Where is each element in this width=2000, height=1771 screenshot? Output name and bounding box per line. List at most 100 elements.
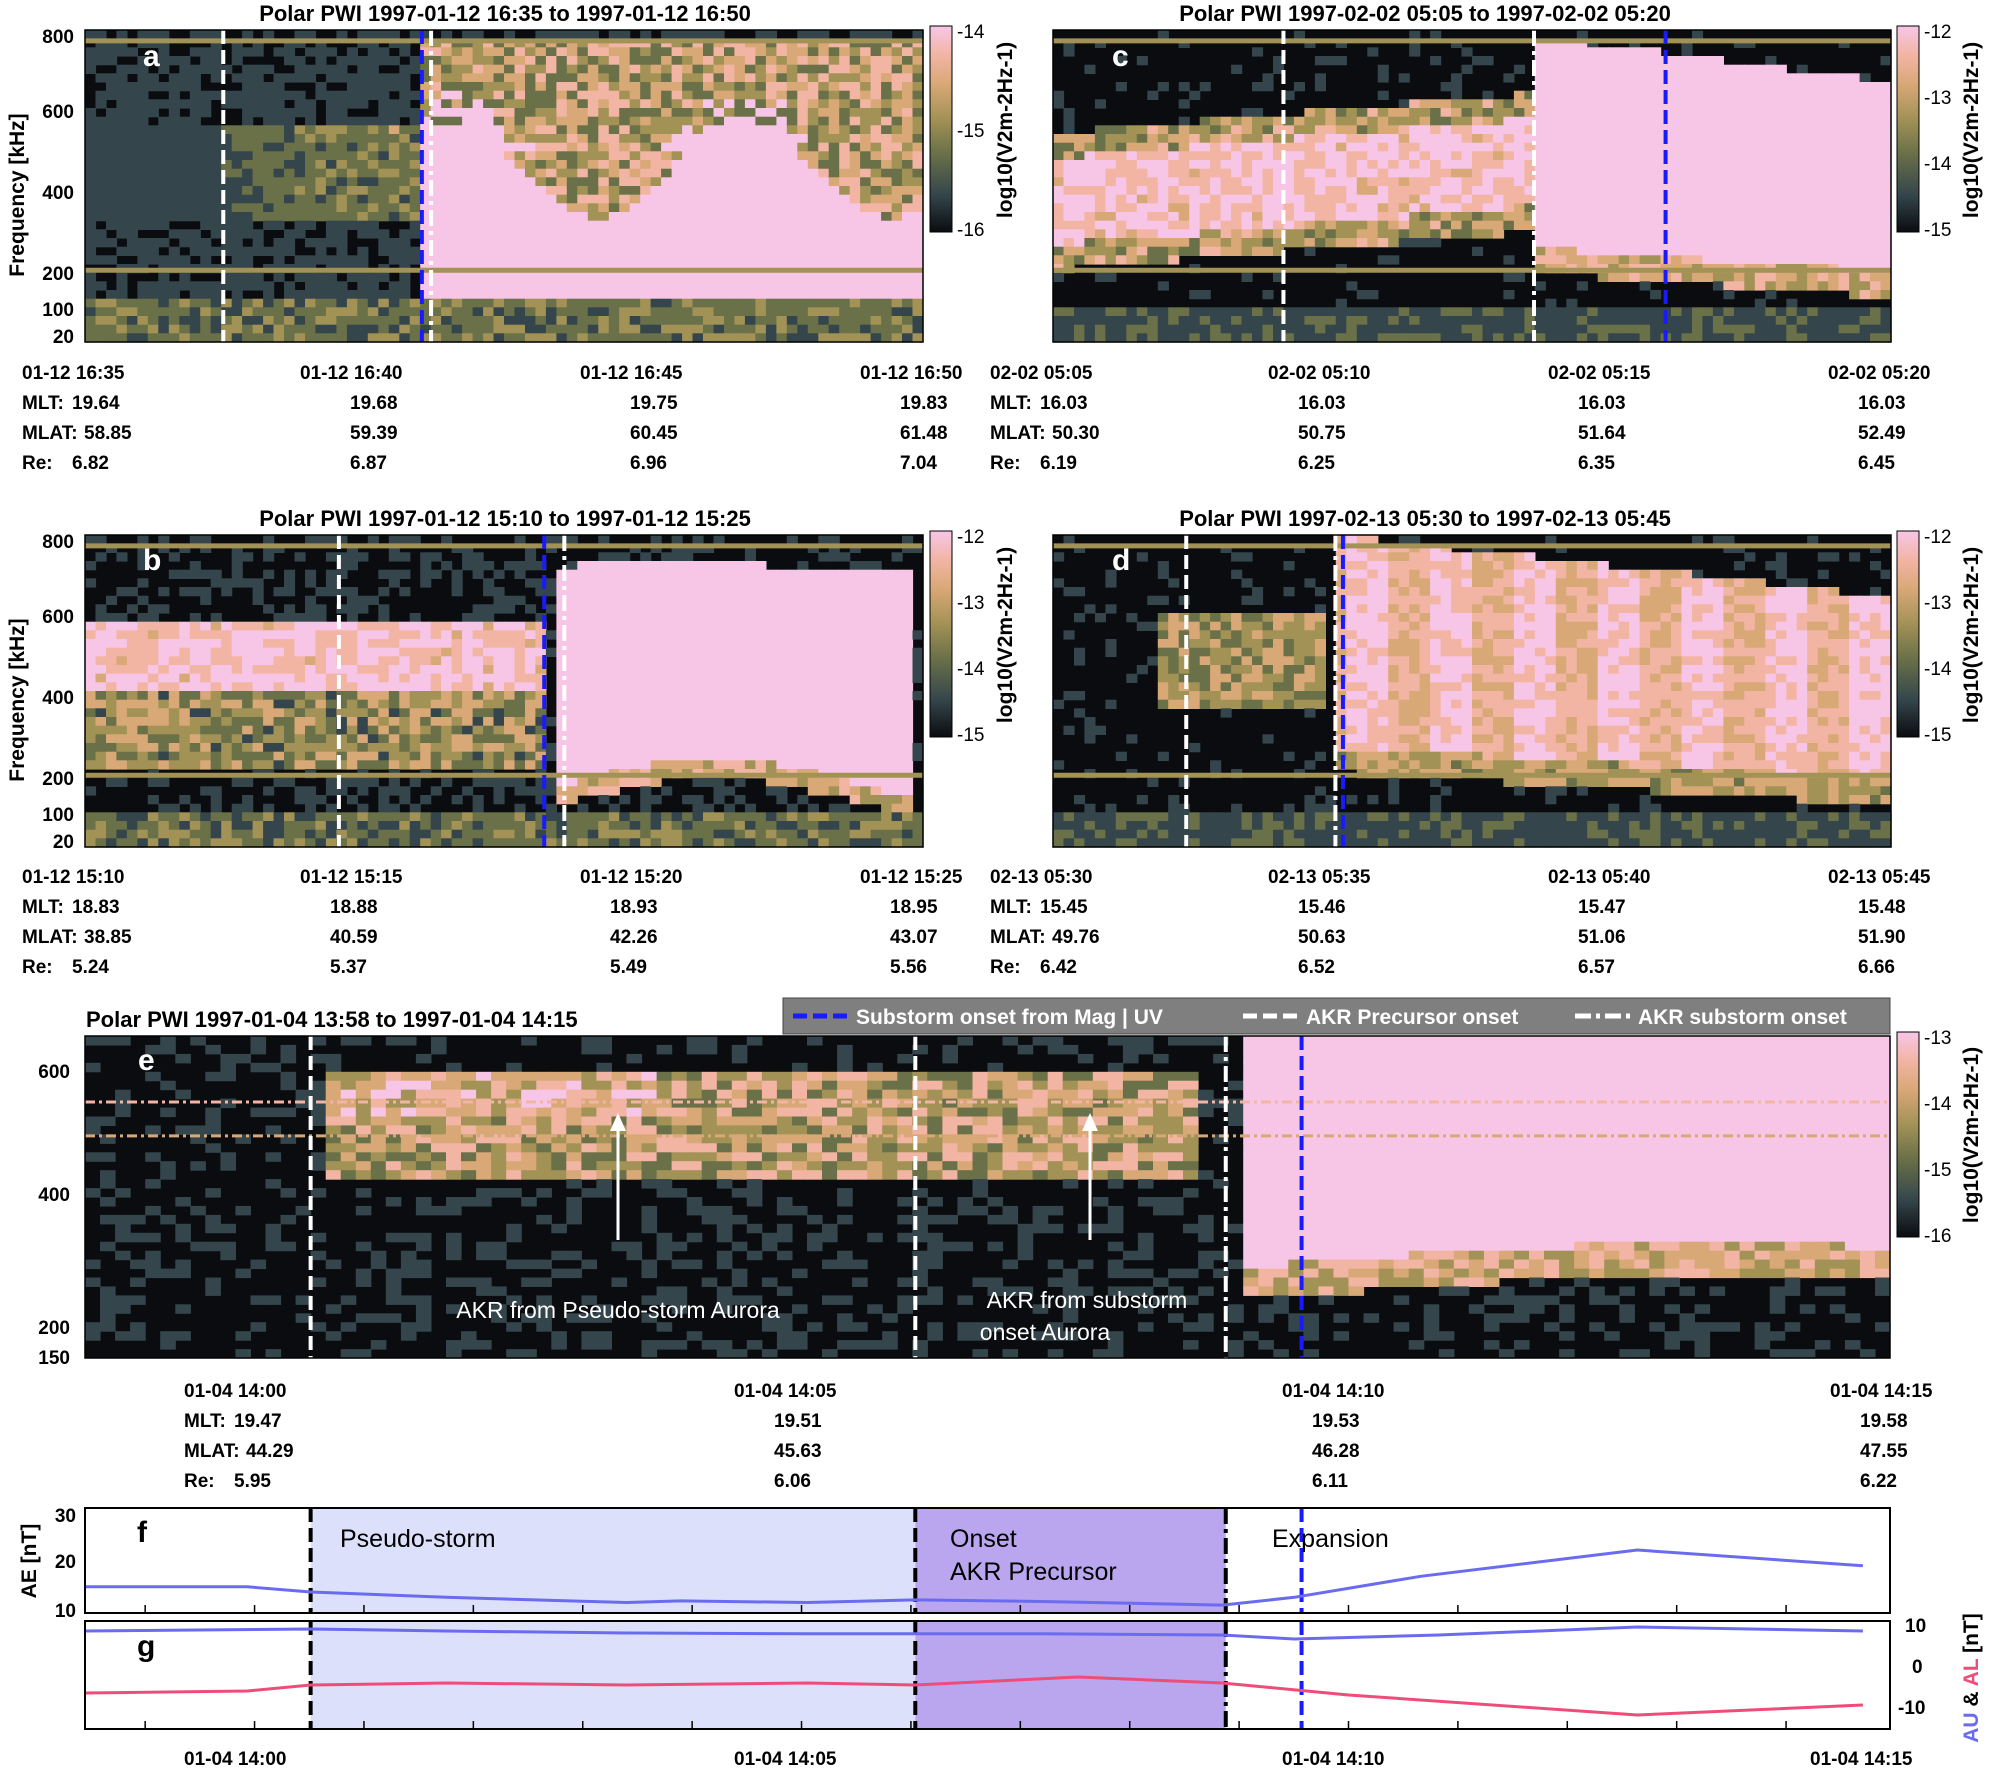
spectrogram-cell <box>1126 238 1138 248</box>
spectrogram-cell <box>629 324 641 334</box>
spectrogram-cell <box>1262 125 1274 135</box>
spectrogram-cell <box>1545 220 1557 230</box>
spectrogram-cell <box>483 64 495 74</box>
spectrogram-cell <box>1356 307 1368 317</box>
spectrogram-cell <box>1650 99 1662 109</box>
spectrogram-cell <box>514 307 526 317</box>
spectrogram-cell <box>158 656 170 666</box>
spectrogram-cell <box>273 73 285 83</box>
spectrogram-cell <box>755 82 767 92</box>
spectrogram-cell <box>1293 324 1305 334</box>
spectrogram-cell <box>765 116 777 126</box>
panel-c-ephemeris: MLT: 16.03 16.03 16.03 16.03 MLAT: 50.30… <box>990 393 1906 474</box>
spectrogram-cell <box>744 324 756 334</box>
spectrogram-cell <box>85 751 97 761</box>
spectrogram-cell <box>577 82 589 92</box>
spectrogram-cell <box>860 255 872 265</box>
spectrogram-cell <box>1786 151 1798 161</box>
spectrogram-cell <box>1252 316 1264 326</box>
spectrogram-cell <box>1346 151 1358 161</box>
spectrogram-cell <box>755 238 767 248</box>
ephem-value: 16.03 <box>1578 393 1626 414</box>
spectrogram-cell <box>912 56 924 66</box>
spectrogram-cell <box>1859 307 1871 317</box>
spectrogram-cell <box>1157 160 1169 170</box>
spectrogram-cell <box>147 812 159 822</box>
spectrogram-cell <box>1807 151 1819 161</box>
spectrogram-cell <box>1419 168 1431 178</box>
spectrogram-cell <box>1409 229 1421 239</box>
spectrogram-cell <box>1273 134 1285 144</box>
spectrogram-cell <box>1870 246 1882 256</box>
spectrogram-cell <box>1660 64 1672 74</box>
spectrogram-cell <box>566 229 578 239</box>
spectrogram-cell <box>1063 246 1075 256</box>
spectrogram-cell <box>765 298 777 308</box>
spectrogram-cell <box>1493 186 1505 196</box>
spectrogram-cell <box>1440 203 1452 213</box>
spectrogram-cell <box>1199 116 1211 126</box>
spectrogram-cell <box>1650 82 1662 92</box>
spectrogram-cell <box>1545 255 1557 265</box>
spectrogram-cell <box>1419 142 1431 152</box>
spectrogram-cell <box>1210 307 1222 317</box>
spectrogram-cell <box>1838 142 1850 152</box>
spectrogram-cell <box>1168 125 1180 135</box>
spectrogram-cell <box>514 168 526 178</box>
spectrogram-cell <box>221 194 233 204</box>
spectrogram-cell <box>158 647 170 657</box>
spectrogram-cell <box>1273 212 1285 222</box>
spectrogram-cell <box>818 177 830 187</box>
spectrogram-cell <box>1398 316 1410 326</box>
spectrogram-cell <box>1220 246 1232 256</box>
spectrogram-cell <box>189 142 201 152</box>
spectrogram-cell <box>200 298 212 308</box>
spectrogram-cell <box>1115 212 1127 222</box>
spectrogram-cell <box>640 108 652 118</box>
spectrogram-cell <box>1786 125 1798 135</box>
spectrogram-cell <box>409 142 421 152</box>
spectrogram-cell <box>388 186 400 196</box>
spectrogram-cell <box>1712 73 1724 83</box>
spectrogram-cell <box>1838 272 1850 282</box>
spectrogram-cell <box>1168 212 1180 222</box>
spectrogram-cell <box>189 290 201 300</box>
spectrogram-cell <box>1094 246 1106 256</box>
spectrogram-cell <box>378 160 390 170</box>
spectrogram-cell <box>1849 290 1861 300</box>
spectrogram-cell <box>1608 212 1620 222</box>
spectrogram-cell <box>807 116 819 126</box>
spectrogram-cell <box>1273 238 1285 248</box>
spectrogram-cell <box>179 194 191 204</box>
spectrogram-cell <box>378 151 390 161</box>
ephem-value: 16.03 <box>1858 393 1906 414</box>
spectrogram-cell <box>504 134 516 144</box>
spectrogram-cell <box>734 212 746 222</box>
spectrogram-cell <box>1754 177 1766 187</box>
spectrogram-cell <box>1702 212 1714 222</box>
spectrogram-cell <box>1157 134 1169 144</box>
spectrogram-cell <box>336 108 348 118</box>
spectrogram-cell <box>1105 333 1117 343</box>
spectrogram-cell <box>168 186 180 196</box>
spectrogram-cell <box>221 316 233 326</box>
spectrogram-cell <box>1566 64 1578 74</box>
spectrogram-cell <box>367 116 379 126</box>
spectrogram-cell <box>1398 333 1410 343</box>
spectrogram-cell <box>325 99 337 109</box>
spectrogram-cell <box>514 177 526 187</box>
spectrogram-cell <box>210 298 222 308</box>
spectrogram-cell <box>545 73 557 83</box>
spectrogram-cell <box>1189 203 1201 213</box>
spectrogram-cell <box>1493 324 1505 334</box>
spectrogram-cell <box>891 73 903 83</box>
spectrogram-cell <box>1880 229 1892 239</box>
panel-a: Polar PWI 1997-01-12 16:35 to 1997-01-12… <box>6 1 1017 474</box>
spectrogram-cell <box>1241 316 1253 326</box>
spectrogram-cell <box>116 134 128 144</box>
spectrogram-cell <box>399 229 411 239</box>
spectrogram-cell <box>1419 238 1431 248</box>
spectrogram-cell <box>367 212 379 222</box>
spectrogram-cell <box>1534 108 1546 118</box>
spectrogram-cell <box>1660 142 1672 152</box>
